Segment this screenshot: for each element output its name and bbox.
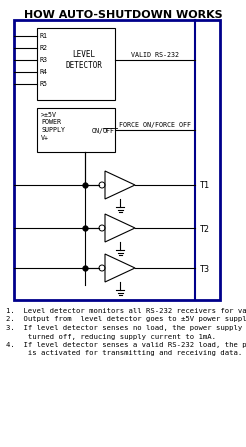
Text: turned off, reducing supply current to 1mA.: turned off, reducing supply current to 1… [6, 333, 216, 340]
Text: T2: T2 [200, 224, 210, 233]
Text: 2.  Output from  level detector goes to ±5V power supply.: 2. Output from level detector goes to ±5… [6, 316, 246, 322]
Text: is activated for transmitting and receiving data.: is activated for transmitting and receiv… [6, 350, 242, 357]
Text: LEVEL
DETECTOR: LEVEL DETECTOR [65, 50, 103, 70]
Text: VALID RS-232: VALID RS-232 [131, 52, 179, 58]
Text: 1.  Level detector monitors all RS-232 receivers for valid load.: 1. Level detector monitors all RS-232 re… [6, 308, 246, 314]
Text: OFF: OFF [103, 128, 115, 134]
Text: R2: R2 [40, 45, 48, 51]
Bar [14, 20, 220, 300]
Text: HOW AUTO-SHUTDOWN WORKS: HOW AUTO-SHUTDOWN WORKS [24, 10, 222, 20]
Text: R3: R3 [40, 57, 48, 63]
Text: R5: R5 [40, 81, 48, 87]
Text: T3: T3 [200, 265, 210, 274]
Text: R1: R1 [40, 33, 48, 39]
Text: T1: T1 [200, 181, 210, 190]
Text: 4.  If level detector senses a valid RS-232 load, the power supply: 4. If level detector senses a valid RS-2… [6, 342, 246, 348]
Text: >±5V
POWER
SUPPLY
V+: >±5V POWER SUPPLY V+ [41, 112, 65, 140]
Bar [37, 108, 115, 152]
Text: FORCE ON/FORCE OFF: FORCE ON/FORCE OFF [119, 122, 191, 128]
Text: R4: R4 [40, 69, 48, 75]
Bar [37, 28, 115, 100]
Text: 3.  If level detector senses no load, the power supply is: 3. If level detector senses no load, the… [6, 325, 246, 331]
Text: ON/: ON/ [92, 128, 104, 134]
